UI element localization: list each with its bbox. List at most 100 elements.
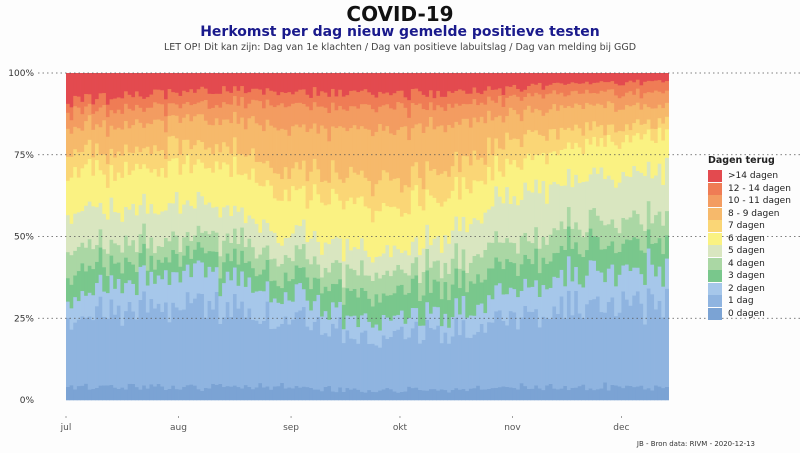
bar-segment — [403, 250, 408, 274]
bar-segment — [305, 277, 310, 301]
bar-segment — [66, 73, 71, 104]
bar-segment — [323, 128, 328, 181]
bar-segment — [203, 277, 208, 318]
bar-segment — [124, 235, 129, 258]
bar-segment — [603, 382, 608, 401]
bar-segment — [418, 177, 423, 207]
bar-segment — [105, 163, 110, 188]
bar-segment — [305, 386, 310, 401]
bar-segment — [625, 124, 630, 135]
bar-segment — [105, 292, 110, 319]
bar-segment — [229, 176, 234, 216]
bar-segment — [429, 73, 434, 91]
bar-segment — [429, 313, 434, 328]
bar-segment — [330, 126, 336, 161]
bar-segment — [349, 268, 354, 291]
bar-segment — [171, 73, 176, 93]
bar-segment — [178, 122, 183, 155]
bar-segment — [603, 81, 608, 92]
bar-segment — [563, 148, 568, 186]
bar-segment — [84, 247, 89, 272]
bar-segment — [450, 165, 455, 191]
bar-segment — [610, 384, 615, 401]
bar-segment — [160, 104, 165, 121]
bar-segment — [294, 102, 299, 125]
bar-segment — [95, 159, 100, 208]
bar-segment — [403, 126, 408, 186]
bar-segment — [360, 170, 365, 197]
bar-segment — [541, 236, 546, 258]
bar-segment — [487, 166, 492, 210]
bar-segment — [352, 338, 357, 389]
bar-segment — [291, 168, 296, 187]
bar-segment — [127, 301, 132, 384]
bar-segment — [632, 81, 637, 95]
bar-segment — [563, 185, 568, 230]
bar-segment — [280, 323, 285, 383]
bar-segment — [247, 91, 252, 104]
bar-segment — [138, 389, 143, 401]
bar-segment — [476, 92, 481, 106]
bar-segment — [160, 278, 165, 312]
bar-segment — [661, 286, 666, 318]
bar-segment — [124, 282, 129, 312]
bar-segment — [287, 300, 292, 325]
bar-segment — [414, 88, 419, 105]
bar-segment — [447, 198, 452, 244]
bar-segment — [66, 180, 71, 216]
bar-segment — [494, 285, 499, 312]
bar-segment — [323, 107, 328, 129]
bar-segment — [283, 166, 288, 190]
bar-segment — [432, 279, 437, 307]
bar-segment — [298, 225, 303, 250]
bar-segment — [131, 110, 136, 126]
bar-segment — [247, 238, 252, 262]
bar-segment — [167, 160, 172, 204]
bar-segment — [298, 188, 303, 227]
bar-segment — [599, 73, 604, 82]
bar-segment — [661, 225, 666, 255]
bar-segment — [501, 294, 506, 322]
bar-segment — [414, 237, 419, 258]
bar-segment — [421, 248, 426, 273]
bar-segment — [454, 387, 459, 401]
bar-segment — [472, 255, 477, 284]
bar-segment — [251, 148, 256, 169]
bar-segment — [643, 389, 648, 401]
bar-segment — [265, 281, 270, 302]
bar-segment — [664, 157, 669, 212]
bar-segment — [131, 203, 136, 241]
bar-segment — [465, 291, 470, 318]
y-tick-label: 0% — [20, 396, 35, 406]
bar-segment — [516, 253, 521, 276]
bar-segment — [454, 73, 459, 91]
bar-segment — [98, 73, 103, 94]
bar-segment — [599, 272, 604, 313]
bar-segment — [309, 128, 314, 172]
bar-segment — [610, 297, 615, 385]
bar-segment — [494, 387, 499, 401]
bar-segment — [142, 223, 147, 244]
bar-segment — [95, 282, 100, 307]
bar-segment — [327, 73, 332, 97]
bar-segment — [265, 99, 270, 120]
bar-segment — [581, 181, 586, 238]
bar-segment — [450, 73, 455, 93]
bar-segment — [581, 135, 586, 155]
bar-segment — [287, 387, 292, 401]
bar-segment — [363, 330, 368, 393]
bar-segment — [447, 103, 452, 126]
bar-segment — [425, 126, 430, 162]
bar-segment — [643, 252, 648, 285]
bar-segment — [298, 310, 303, 388]
bar-segment — [392, 245, 397, 271]
bar-segment — [465, 155, 470, 190]
bar-segment — [291, 388, 296, 401]
bar-segment — [577, 385, 582, 401]
bar-segment — [421, 339, 426, 391]
bar-segment — [392, 134, 397, 179]
bar-segment — [516, 389, 521, 401]
bar-segment — [487, 268, 492, 296]
bar-segment — [501, 242, 506, 270]
bar-segment — [617, 312, 622, 387]
